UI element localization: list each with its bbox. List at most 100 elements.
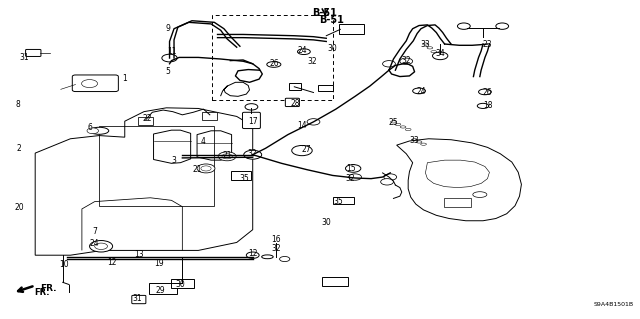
FancyBboxPatch shape [289, 83, 301, 90]
Circle shape [307, 119, 320, 125]
Text: 5: 5 [165, 67, 170, 76]
FancyBboxPatch shape [333, 197, 354, 204]
Circle shape [280, 256, 290, 262]
Text: 32: 32 [346, 174, 355, 183]
Text: 11: 11 [166, 47, 176, 56]
Text: 1: 1 [122, 74, 127, 83]
Ellipse shape [405, 129, 411, 131]
Text: FR.: FR. [40, 284, 56, 293]
Text: 22: 22 [142, 114, 152, 122]
Circle shape [346, 165, 361, 172]
Text: 35: 35 [333, 197, 342, 206]
Ellipse shape [412, 138, 417, 141]
Text: 29: 29 [155, 286, 164, 295]
Circle shape [381, 179, 394, 185]
FancyBboxPatch shape [285, 98, 300, 107]
Ellipse shape [298, 49, 310, 55]
Text: 24: 24 [90, 239, 99, 248]
Circle shape [222, 154, 232, 159]
Text: 26: 26 [269, 59, 278, 68]
Text: 32: 32 [307, 57, 317, 66]
Text: 12: 12 [248, 249, 258, 258]
FancyBboxPatch shape [231, 171, 252, 180]
Text: 8: 8 [15, 100, 20, 109]
Ellipse shape [473, 192, 487, 197]
Ellipse shape [390, 121, 396, 123]
Ellipse shape [431, 51, 436, 53]
Text: 7: 7 [92, 227, 97, 236]
Text: 12: 12 [108, 258, 116, 267]
Circle shape [496, 23, 509, 29]
Circle shape [400, 58, 413, 64]
Circle shape [433, 52, 448, 60]
FancyBboxPatch shape [339, 24, 364, 34]
Text: 31: 31 [19, 53, 29, 62]
Text: 18: 18 [483, 101, 492, 110]
Text: 26: 26 [483, 88, 492, 97]
FancyBboxPatch shape [171, 279, 195, 288]
Text: 32: 32 [401, 56, 411, 65]
Circle shape [90, 241, 113, 252]
Circle shape [218, 152, 236, 161]
Text: 21: 21 [222, 151, 232, 160]
Ellipse shape [81, 80, 97, 88]
FancyBboxPatch shape [444, 198, 471, 207]
Ellipse shape [87, 128, 99, 134]
Text: 13: 13 [134, 250, 144, 259]
Text: 6: 6 [87, 123, 92, 132]
FancyBboxPatch shape [72, 75, 118, 92]
Ellipse shape [435, 54, 441, 57]
Text: 20: 20 [14, 203, 24, 212]
Ellipse shape [267, 62, 281, 67]
Ellipse shape [395, 123, 401, 126]
Text: 30: 30 [175, 280, 186, 289]
Text: 32: 32 [248, 149, 257, 158]
Text: 27: 27 [301, 145, 310, 154]
Text: 34: 34 [435, 49, 445, 58]
Ellipse shape [422, 43, 428, 45]
Ellipse shape [479, 89, 492, 95]
Text: 23: 23 [483, 40, 492, 48]
Text: 2: 2 [17, 144, 22, 153]
Ellipse shape [262, 255, 273, 259]
Text: 14: 14 [297, 121, 307, 130]
Text: 10: 10 [59, 260, 68, 269]
Text: 15: 15 [346, 164, 355, 173]
Text: 3: 3 [172, 156, 177, 165]
Circle shape [458, 23, 470, 29]
FancyBboxPatch shape [138, 117, 153, 125]
Text: 31: 31 [132, 294, 142, 303]
FancyBboxPatch shape [243, 112, 260, 129]
FancyBboxPatch shape [26, 49, 41, 56]
Text: FR.: FR. [34, 288, 49, 297]
Circle shape [197, 164, 215, 173]
Ellipse shape [400, 126, 406, 128]
Circle shape [201, 166, 211, 171]
FancyBboxPatch shape [132, 295, 146, 304]
Circle shape [246, 252, 259, 258]
FancyBboxPatch shape [323, 277, 348, 286]
Circle shape [244, 150, 262, 159]
Text: S9A4B1501B: S9A4B1501B [594, 302, 634, 307]
Text: 25: 25 [388, 118, 398, 127]
Text: 32: 32 [271, 244, 281, 253]
Text: 30: 30 [321, 218, 331, 227]
Text: 19: 19 [154, 259, 163, 268]
Ellipse shape [477, 103, 489, 108]
Circle shape [162, 54, 177, 62]
Text: 33: 33 [420, 40, 430, 48]
Circle shape [245, 104, 258, 110]
Circle shape [384, 174, 397, 180]
Ellipse shape [90, 127, 109, 134]
Ellipse shape [413, 88, 426, 94]
Circle shape [349, 174, 362, 180]
FancyBboxPatch shape [149, 283, 177, 294]
Text: 17: 17 [248, 117, 257, 126]
Text: B-51: B-51 [319, 15, 344, 25]
Text: 4: 4 [201, 137, 206, 146]
Text: 16: 16 [271, 235, 281, 244]
Text: 9: 9 [165, 24, 170, 33]
Text: 24: 24 [297, 46, 307, 55]
FancyBboxPatch shape [318, 85, 333, 91]
Ellipse shape [420, 143, 426, 145]
